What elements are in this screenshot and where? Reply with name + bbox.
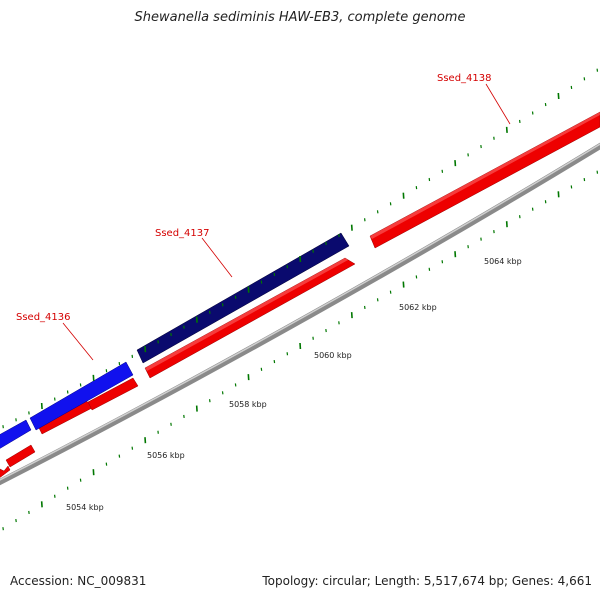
- gene-reverse-2: [5, 444, 36, 468]
- leader-line-ssed-4137: [201, 237, 233, 278]
- genome-stats-text: Topology: circular; Length: 5,517,674 bp…: [262, 574, 592, 588]
- gene-reverse-5: [144, 257, 356, 379]
- genome-backbone: [0, 142, 600, 486]
- gene-forward-3: [136, 232, 350, 364]
- scale-label-5056: 5056 kbp: [147, 451, 185, 460]
- genome-backbone-highlight: [0, 143, 600, 481]
- gene-label-ssed-4137: Ssed_4137: [155, 228, 210, 239]
- inner-tick-row: [2, 170, 599, 531]
- map-title: Shewanella sediminis HAW-EB3, complete g…: [134, 10, 466, 25]
- gene-label-ssed-4136: Ssed_4136: [16, 312, 71, 323]
- gene-reverse-4: [87, 377, 139, 411]
- forward-strand-genes: [0, 232, 350, 449]
- gene-shade-1: [145, 258, 348, 371]
- accession-text: Accession: NC_009831: [10, 574, 147, 588]
- gene-forward-1: [0, 419, 32, 449]
- scale-labels: 5054 kbp 5056 kbp 5058 kbp 5060 kbp 5062…: [66, 257, 522, 512]
- gene-label-ssed-4138: Ssed_4138: [437, 73, 492, 84]
- gene-reverse-1: [0, 465, 11, 478]
- scale-label-5062: 5062 kbp: [399, 303, 437, 312]
- scale-label-5058: 5058 kbp: [229, 400, 267, 409]
- gene-labels: Ssed_4136 Ssed_4137 Ssed_4138: [16, 73, 511, 361]
- leader-line-ssed-4136: [62, 322, 94, 361]
- outer-tick-row: [2, 68, 599, 429]
- scale-label-5054: 5054 kbp: [66, 503, 104, 512]
- reverse-strand-shading: [145, 112, 600, 371]
- scale-label-5060: 5060 kbp: [314, 351, 352, 360]
- leader-line-ssed-4138: [485, 83, 511, 125]
- gene-shade-2: [370, 112, 600, 239]
- reverse-strand-genes: [0, 111, 600, 478]
- scale-label-5064: 5064 kbp: [484, 257, 522, 266]
